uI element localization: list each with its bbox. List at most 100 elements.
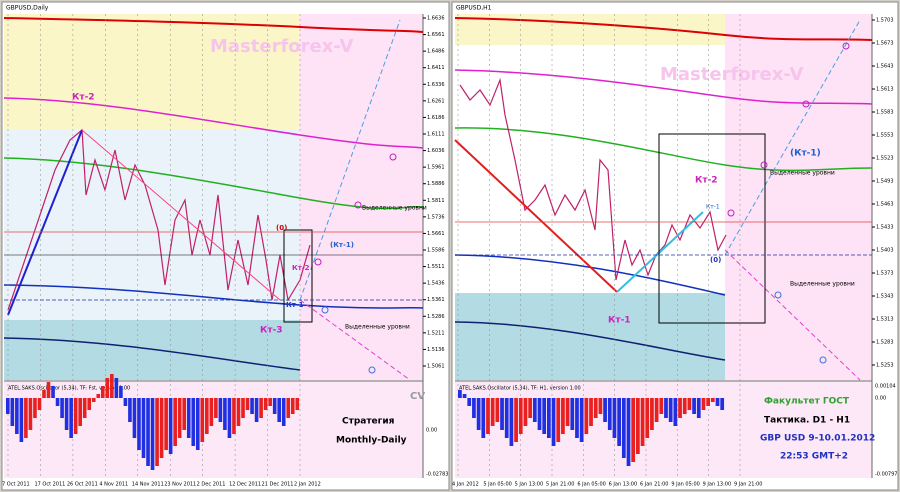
price-label: 1.5436 (427, 281, 445, 287)
osc-bar (60, 398, 64, 418)
osc-bar (584, 398, 589, 434)
date-label: 2 Jan 2012 (294, 482, 321, 488)
osc-bar (295, 398, 300, 410)
price-label: 1.5283 (876, 340, 894, 346)
osc-axis: 0.00 (426, 428, 437, 434)
window-title: GBPUSD,H1 (456, 5, 492, 12)
osc-bar (490, 398, 495, 426)
osc-bar (119, 386, 123, 398)
price-label: 1.5061 (427, 364, 445, 370)
osc-bar (186, 398, 191, 438)
osc-bar (640, 398, 645, 446)
osc-bar (481, 398, 486, 438)
ma-magenta (3, 97, 424, 149)
osc-bar (137, 398, 141, 450)
wave-line (454, 139, 618, 293)
osc-bg (4, 382, 423, 478)
osc-bar (621, 398, 626, 458)
osc-bar (720, 398, 725, 410)
date-label: 17 Oct 2011 (34, 482, 65, 488)
osc-bar (551, 398, 556, 446)
osc-bar (504, 398, 509, 438)
price-label: 1.5673 (876, 41, 894, 47)
zone (4, 130, 300, 320)
osc-bar (200, 398, 205, 442)
osc-bar (290, 398, 295, 414)
osc-bar (636, 398, 640, 454)
marker (760, 161, 768, 169)
wave-label: Кт-2 (292, 264, 310, 272)
osc-bar (24, 398, 28, 438)
ma-blue (454, 254, 726, 296)
osc-bar (706, 398, 711, 406)
osc-bar (710, 398, 715, 402)
osc-bar (575, 398, 579, 438)
corner-label: CV (410, 391, 425, 402)
ma-blue (3, 284, 424, 309)
osc-bar (561, 398, 565, 434)
osc-bar (132, 398, 137, 438)
date-label: 12 Dec 2011 (229, 482, 261, 488)
osc-bar (73, 398, 78, 434)
caption: Тактика. D1 - H1 (764, 416, 850, 426)
wave-label: Кт-1 (286, 301, 304, 309)
date-label: 14 Nov 2011 (132, 482, 164, 488)
date-label: 9 Jan 05:00 (671, 482, 699, 488)
price-label: 1.5511 (427, 264, 445, 270)
date-label: 7 Oct 2011 (2, 482, 30, 488)
osc-bar (476, 398, 481, 430)
price-label: 1.5961 (427, 165, 445, 171)
price-label: 1.5463 (876, 202, 894, 208)
osc-bar (100, 386, 105, 398)
osc-bar (150, 398, 155, 470)
osc-bar (598, 398, 603, 414)
osc-bar (472, 398, 476, 418)
osc-bar (195, 398, 200, 450)
osc-bar (6, 398, 10, 414)
date-label: 2 Dec 2011 (197, 482, 226, 488)
box (283, 229, 313, 323)
date-label: 5 Jan 05:00 (483, 482, 511, 488)
price-label: 1.6261 (427, 98, 445, 104)
wave-line (7, 129, 83, 316)
watermark: Masterforex-V (660, 64, 804, 85)
osc-bar (650, 398, 654, 430)
marker (389, 153, 397, 161)
osc-bar (272, 398, 277, 414)
osc-bar (668, 398, 673, 422)
price-label: 1.5253 (876, 363, 894, 369)
osc-bar (177, 398, 182, 438)
date-label: 9 Jan 21:00 (734, 482, 762, 488)
osc-bar (28, 398, 33, 430)
date-label: 5 Jan 13:00 (515, 482, 543, 488)
osc-bar (214, 398, 218, 418)
wave-line (81, 129, 281, 301)
note: Выделенные уровни (790, 281, 855, 288)
caption: 22:53 GMT+2 (780, 452, 848, 462)
price-label: 1.6486 (427, 49, 445, 55)
osc-title: ATEL.SAKS.Oscillator (5,34), TF: H1, ver… (459, 386, 581, 392)
ma-navy (3, 337, 301, 371)
price-label: 1.5361 (427, 297, 445, 303)
osc-bar (486, 398, 490, 434)
watermark: Masterforex-V (210, 36, 354, 57)
osc-bar (91, 398, 96, 402)
price-label: 1.5553 (876, 133, 894, 139)
osc-bar (556, 398, 561, 442)
projection (299, 19, 401, 301)
osc-bar (687, 398, 692, 410)
osc-bar (87, 398, 92, 410)
osc-bar (205, 398, 209, 434)
osc-bar (96, 394, 101, 398)
osc-bar (500, 398, 504, 430)
price-label: 1.5886 (427, 181, 445, 187)
osc-bar (467, 398, 472, 406)
caption: Monthly-Daily (336, 436, 407, 446)
marker (774, 291, 782, 299)
osc-bar (232, 398, 236, 434)
osc-bar (701, 398, 706, 410)
osc-bar (514, 398, 518, 442)
wave-line (616, 211, 704, 293)
marker (842, 42, 850, 50)
window-title: GBPUSD,Daily (6, 5, 49, 12)
